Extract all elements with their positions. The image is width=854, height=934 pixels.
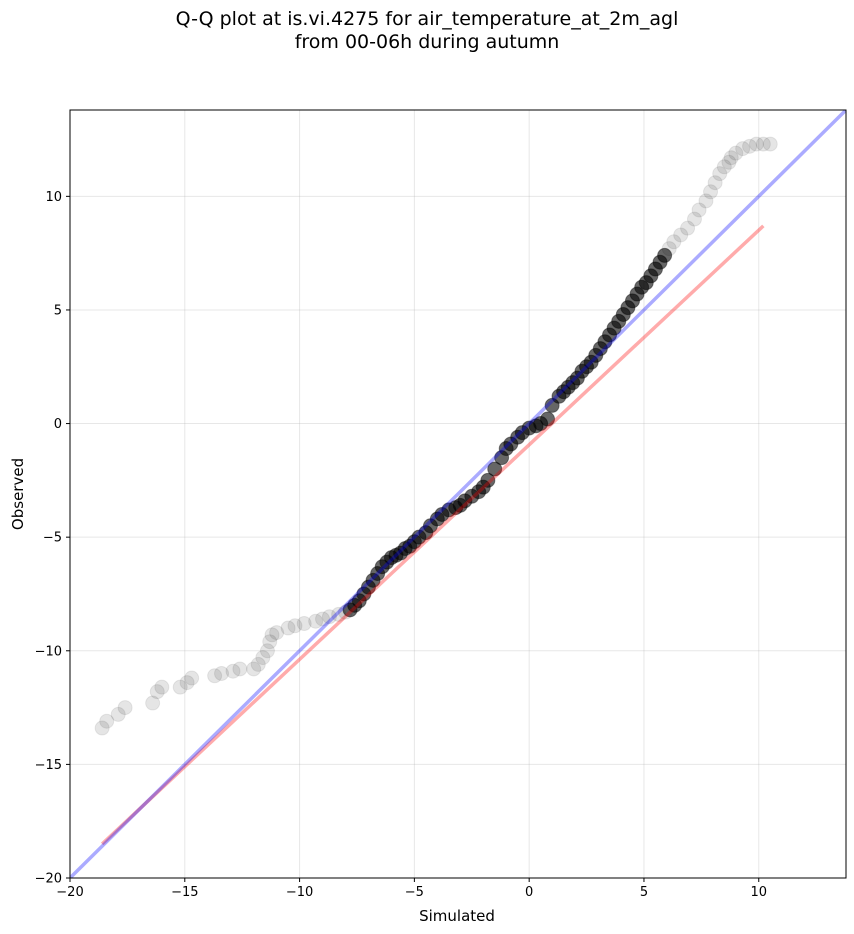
y-tick-label: 0 [54,417,62,432]
data-point [110,706,126,722]
data-point [225,663,241,679]
data-point [154,679,170,695]
data-point [680,220,696,236]
data-point [94,720,110,736]
data-point [703,184,719,200]
scatter-points [94,136,778,736]
data-point [117,700,133,716]
chart-title: Q-Q plot at is.vi.4275 for air_temperatu… [175,8,679,30]
x-tick-label: −5 [405,885,424,900]
y-tick-label: 10 [45,190,62,205]
chart-title-block: Q-Q plot at is.vi.4275 for air_temperatu… [0,8,854,54]
data-point [480,472,496,488]
data-point [707,175,723,191]
y-tick-label: −5 [43,531,62,546]
data-point [308,613,324,629]
data-point [296,616,312,632]
data-point [207,668,223,684]
data-point [487,461,503,477]
data-point [315,611,331,627]
data-point [657,247,673,263]
data-point [172,679,188,695]
reference-lines [70,110,846,878]
data-point [735,141,751,157]
data-point [184,670,200,686]
data-point [232,661,248,677]
data-point [762,136,778,152]
data-point [748,136,764,152]
data-point [673,227,689,243]
y-axis-label: Observed [9,458,27,530]
y-tick-label: 5 [54,303,62,318]
data-point [728,145,744,161]
data-point [246,661,262,677]
fit-line [100,224,765,846]
data-point [666,234,682,250]
x-tick-label: −15 [171,885,198,900]
y-tick-label: −10 [35,644,62,659]
data-point [255,650,271,666]
x-tick-label: −10 [286,885,313,900]
data-point [214,666,230,682]
x-axis-label: Simulated [419,907,495,925]
data-point [262,634,278,650]
identity-line [70,110,846,878]
data-point [698,193,714,209]
data-point [721,154,737,170]
data-point [540,411,556,427]
data-point [280,620,296,636]
data-point [259,643,275,659]
chart-subtitle: from 00-06h during autumn [294,31,560,53]
data-point [723,150,739,166]
data-point [269,625,285,641]
data-point [264,627,280,643]
data-point [755,136,771,152]
axis-ticks: −20 −15 −10 −5 0 5 10 −20 −15 −10 −5 0 5 10 [35,190,767,900]
x-tick-label: 0 [525,885,533,900]
data-point [742,138,758,154]
x-tick-label: 5 [640,885,648,900]
data-point [321,609,337,625]
plot-frame [69,109,847,879]
data-point [179,675,195,691]
data-point [691,202,707,218]
data-point [250,656,266,672]
data-point [716,159,732,175]
data-point [99,713,115,729]
y-tick-label: −20 [35,872,62,887]
data-point [712,166,728,182]
x-tick-label: −20 [56,885,83,900]
data-point [145,695,161,711]
data-point [686,211,702,227]
y-tick-label: −15 [35,758,62,773]
data-point [149,684,165,700]
data-point [661,241,677,257]
x-tick-label: 10 [750,885,767,900]
data-point [287,618,303,634]
